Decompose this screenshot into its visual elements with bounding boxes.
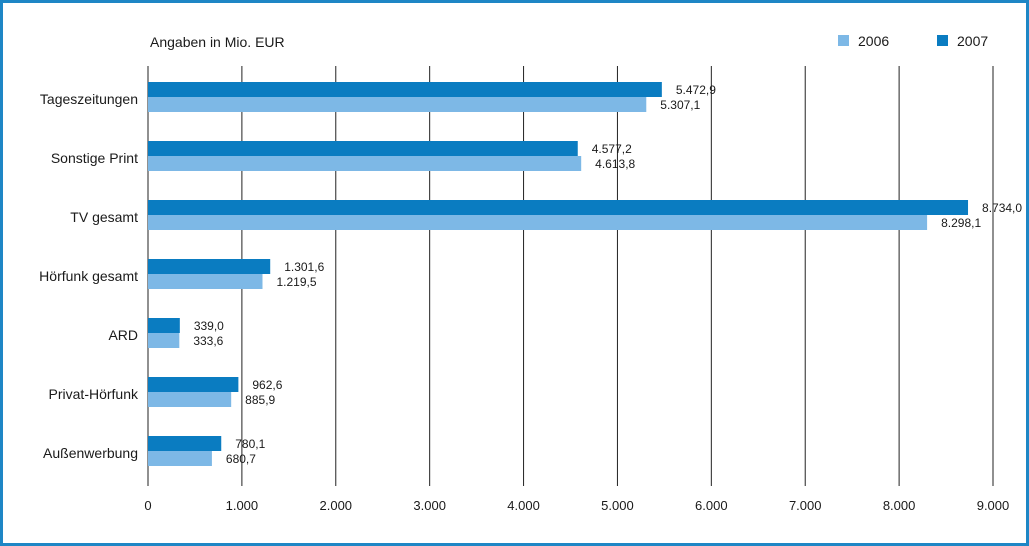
data-label-2007: 1.301,6 (284, 260, 324, 274)
bar-2007-3 (148, 259, 271, 274)
x-tick-label: 4.000 (507, 498, 540, 513)
category-label: ARD (108, 327, 138, 343)
data-label-2006: 1.219,5 (276, 275, 316, 289)
category-label: Hörfunk gesamt (39, 268, 138, 284)
x-tick-label: 5.000 (601, 498, 634, 513)
bar-2007-1 (148, 141, 578, 156)
category-label: Privat-Hörfunk (49, 386, 139, 402)
bar-2006-3 (148, 274, 263, 289)
legend: 2006 2007 (838, 33, 988, 49)
data-label-2007: 339,0 (194, 319, 224, 333)
bar-2007-5 (148, 377, 239, 392)
bar-2006-0 (148, 97, 647, 112)
x-tick-label: 3.000 (413, 498, 446, 513)
chart-subtitle: Angaben in Mio. EUR (150, 34, 285, 50)
bars (148, 82, 969, 466)
grid-lines (147, 66, 994, 486)
category-label: Außenwerbung (43, 445, 138, 461)
data-label-2006: 8.298,1 (941, 216, 981, 230)
x-tick-label: 2.000 (320, 498, 353, 513)
data-label-2006: 4.613,8 (595, 157, 635, 171)
legend-label-2007: 2007 (957, 33, 988, 49)
category-label: TV gesamt (70, 209, 138, 225)
bar-2006-5 (148, 392, 232, 407)
x-tick-label: 8.000 (883, 498, 916, 513)
data-label-2007: 4.577,2 (592, 142, 632, 156)
category-label: Tageszeitungen (40, 91, 138, 107)
data-label-2006: 5.307,1 (660, 98, 700, 112)
x-tick-label: 1.000 (226, 498, 259, 513)
data-label-2007: 962,6 (252, 378, 282, 392)
labels: 0 1.000 2.000 3.000 4.000 5.000 6.000 7.000 8.00… (39, 83, 1022, 513)
bar-2007-2 (148, 200, 969, 215)
bar-2007-6 (148, 436, 222, 451)
x-tick-label: 7.000 (789, 498, 822, 513)
data-label-2006: 680,7 (226, 452, 256, 466)
x-tick-label: 0 (144, 498, 151, 513)
x-tick-label: 6.000 (695, 498, 728, 513)
legend-label-2006: 2006 (858, 33, 889, 49)
bar-2007-4 (148, 318, 180, 333)
data-label-2007: 780,1 (235, 437, 265, 451)
bar-2006-6 (148, 451, 212, 466)
bar-2006-1 (148, 156, 582, 171)
bar-2006-4 (148, 333, 180, 348)
legend-swatch-2006 (838, 35, 849, 46)
data-label-2007: 5.472,9 (676, 83, 716, 97)
legend-swatch-2007 (937, 35, 948, 46)
x-tick-label: 9.000 (977, 498, 1010, 513)
data-label-2007: 8.734,0 (982, 201, 1022, 215)
data-label-2006: 333,6 (193, 334, 223, 348)
bar-2006-2 (148, 215, 928, 230)
data-label-2006: 885,9 (245, 393, 275, 407)
bar-2007-0 (148, 82, 662, 97)
category-label: Sonstige Print (51, 150, 138, 166)
